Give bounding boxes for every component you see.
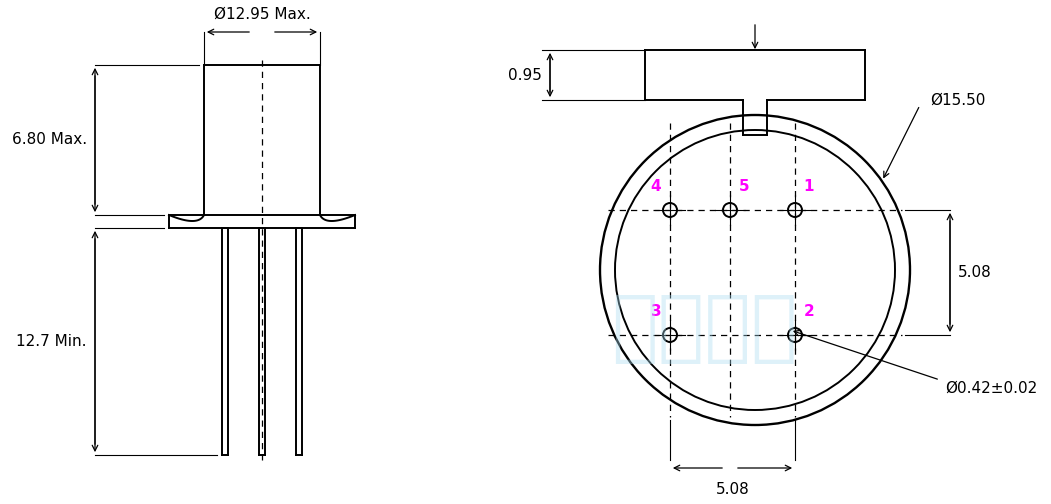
Text: 5.08: 5.08 bbox=[959, 265, 992, 280]
Text: Ø12.95 Max.: Ø12.95 Max. bbox=[213, 7, 310, 22]
Text: Ø0.42±0.02: Ø0.42±0.02 bbox=[945, 381, 1037, 396]
Text: 6.80 Max.: 6.80 Max. bbox=[12, 133, 87, 148]
Text: 4: 4 bbox=[651, 179, 661, 194]
Text: 5: 5 bbox=[739, 179, 749, 194]
Text: 2: 2 bbox=[804, 304, 815, 319]
Text: 龙湖电子: 龙湖电子 bbox=[611, 290, 798, 365]
Text: Ø15.50: Ø15.50 bbox=[930, 93, 986, 107]
Text: 3: 3 bbox=[651, 304, 661, 319]
Text: 5.08: 5.08 bbox=[716, 482, 749, 497]
Text: 12.7 Min.: 12.7 Min. bbox=[17, 334, 87, 349]
Text: 1: 1 bbox=[804, 179, 815, 194]
Text: 0.95: 0.95 bbox=[508, 68, 542, 83]
